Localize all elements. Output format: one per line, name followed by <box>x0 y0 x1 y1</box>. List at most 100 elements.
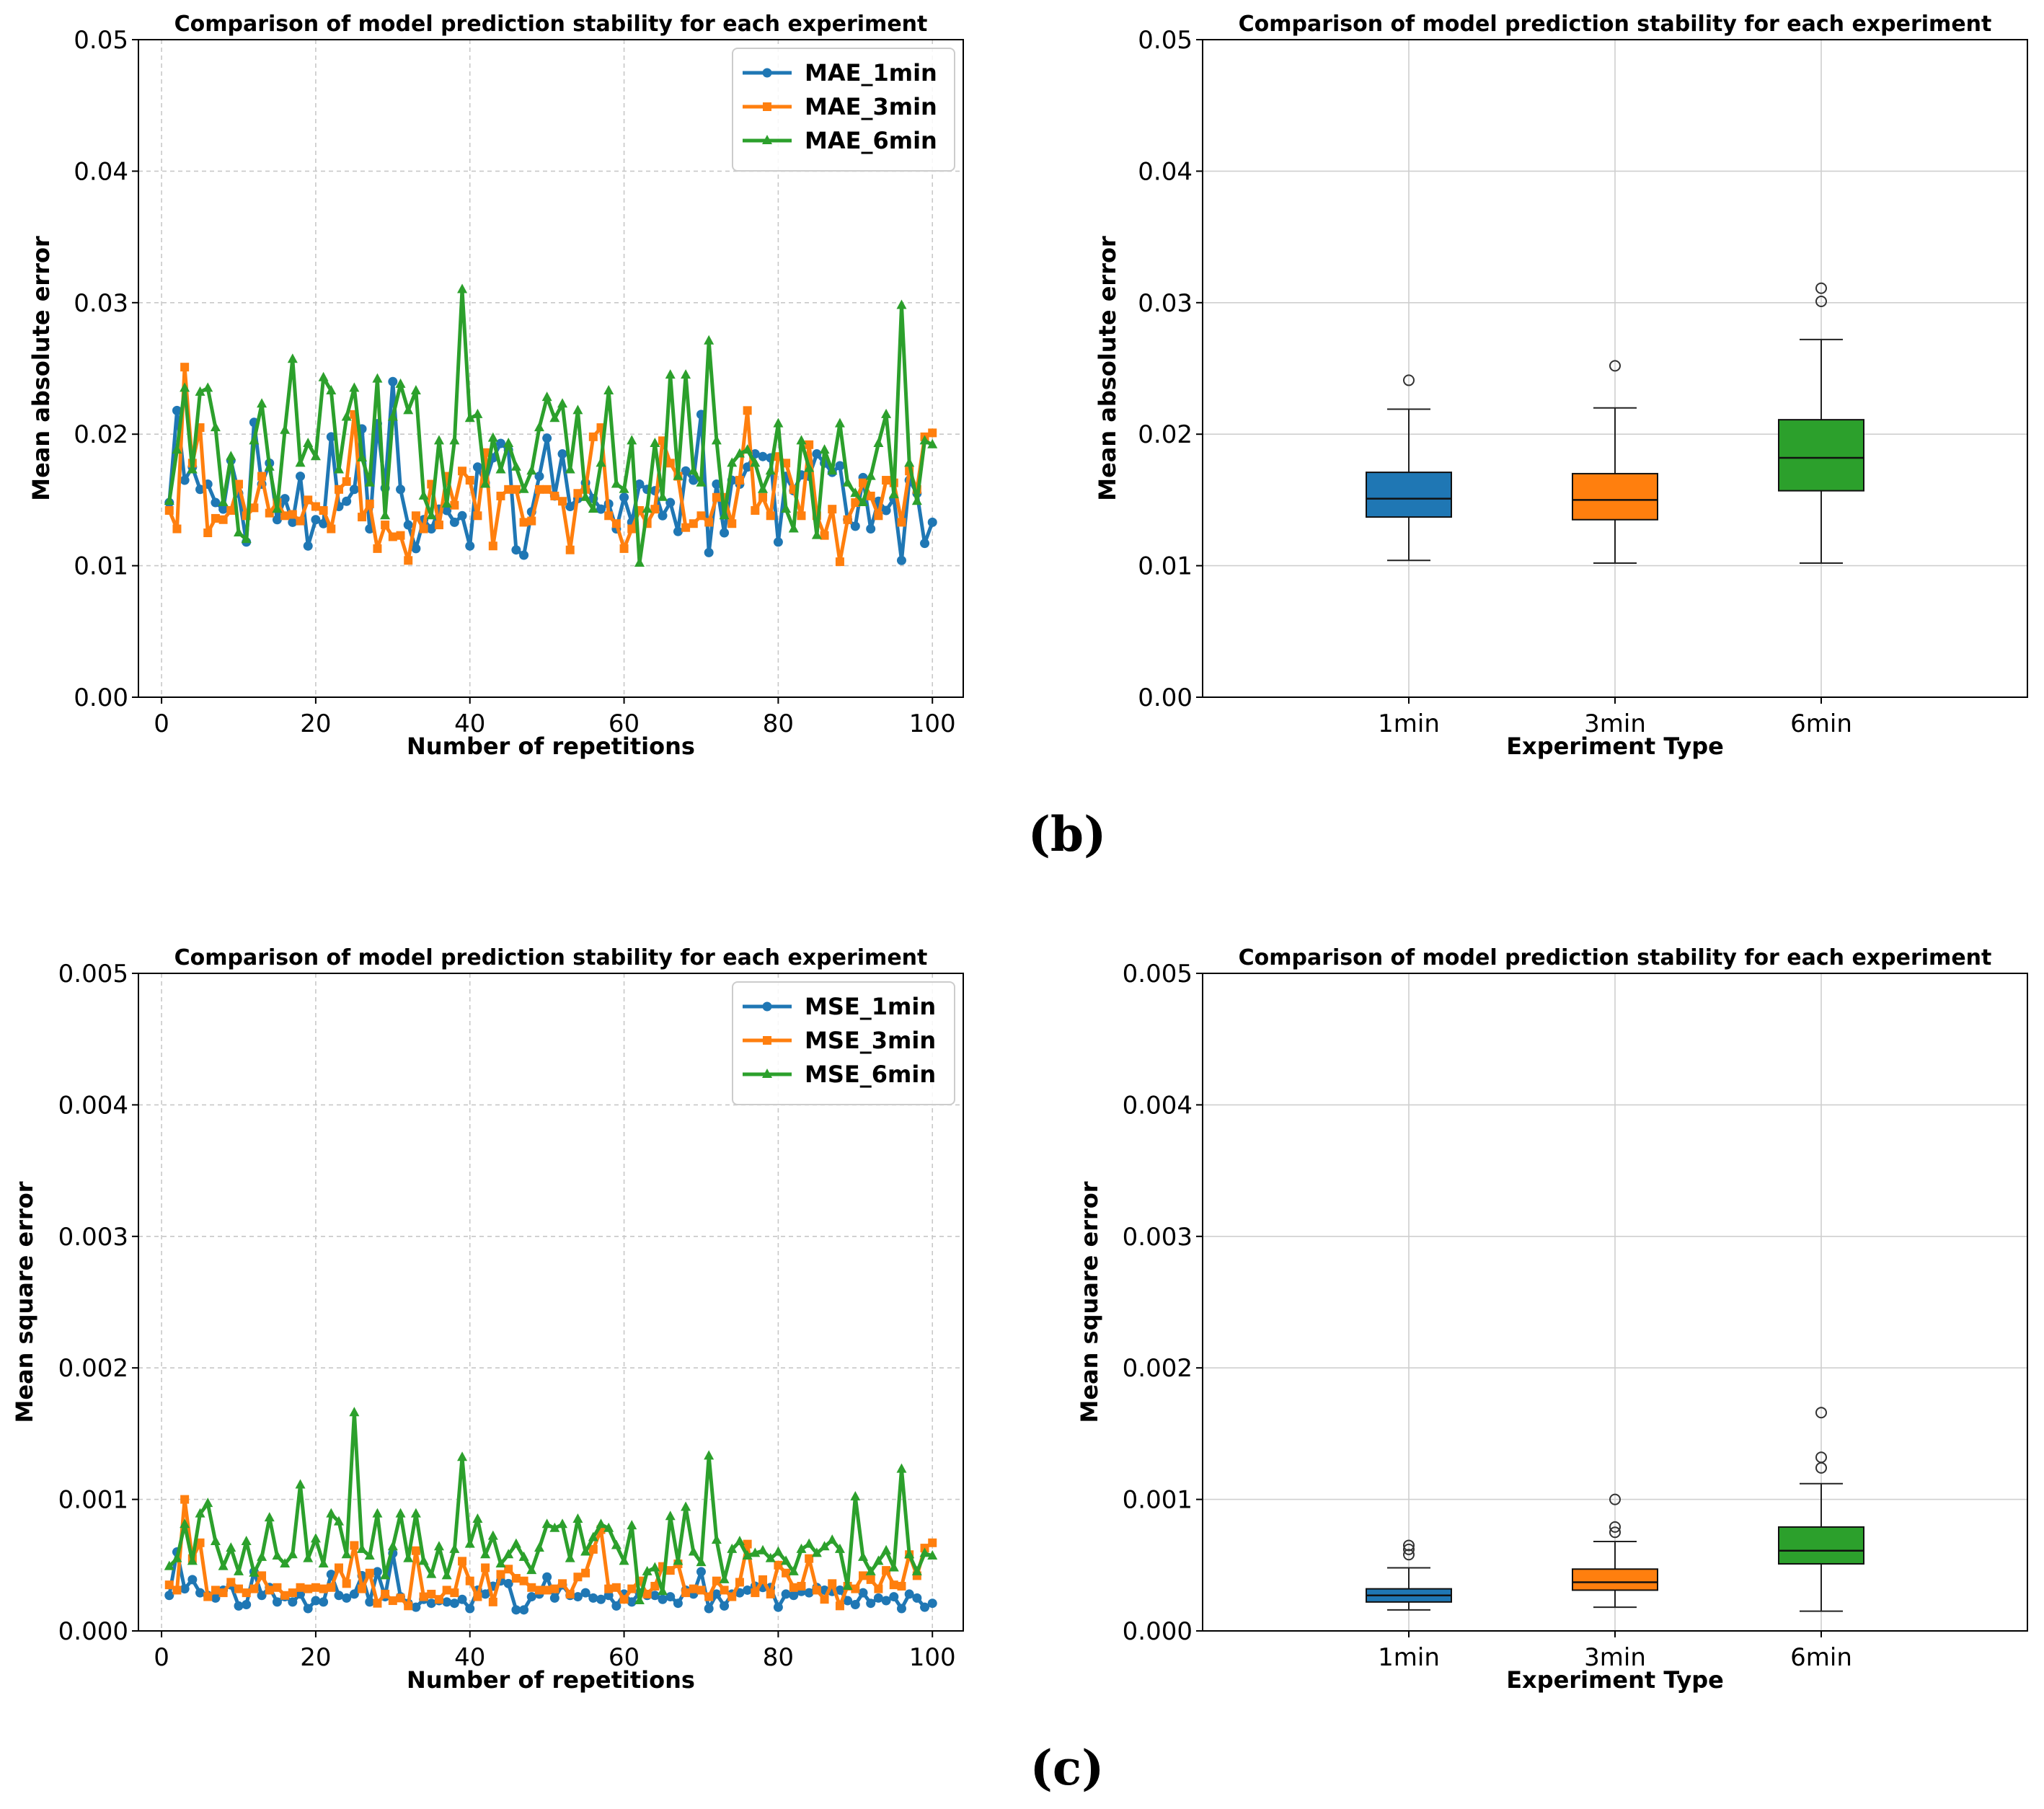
data-point <box>295 1479 306 1489</box>
data-point <box>712 479 722 490</box>
data-point <box>851 1584 860 1593</box>
data-point <box>504 485 513 494</box>
data-point <box>650 1562 660 1572</box>
data-point <box>773 537 783 547</box>
data-point <box>750 457 761 467</box>
data-point <box>410 1508 421 1518</box>
data-point <box>349 485 359 495</box>
x-tick-label: 100 <box>909 1643 956 1672</box>
data-point <box>303 541 313 551</box>
data-point <box>681 1588 691 1598</box>
data-point <box>326 1508 337 1518</box>
data-point <box>172 524 182 534</box>
data-point <box>518 483 529 493</box>
y-axis-label: Mean absolute error <box>1094 236 1121 501</box>
data-point <box>881 408 892 418</box>
data-point <box>758 1575 768 1584</box>
data-point <box>172 405 182 415</box>
data-point <box>712 1589 722 1599</box>
data-point <box>450 1588 459 1598</box>
y-tick-label: 0.004 <box>1123 1091 1193 1120</box>
data-point <box>180 363 190 372</box>
outlier-point <box>1815 1407 1827 1419</box>
outlier-point <box>1815 282 1827 294</box>
data-point <box>704 547 714 557</box>
data-point <box>388 376 398 386</box>
data-point <box>650 1581 660 1591</box>
data-point <box>318 1557 329 1567</box>
data-point <box>658 1585 668 1596</box>
data-point <box>257 1551 267 1561</box>
data-point <box>210 422 221 432</box>
data-point <box>874 511 883 521</box>
data-point <box>542 1585 552 1595</box>
data-point <box>380 1570 391 1580</box>
data-point <box>580 1588 590 1598</box>
x-tick-label: 20 <box>300 709 331 738</box>
data-point <box>349 382 360 392</box>
data-point <box>873 1555 884 1565</box>
data-point <box>866 491 875 500</box>
data-point <box>465 541 475 551</box>
series-mse-3min <box>164 1495 937 1611</box>
data-point <box>881 1544 892 1554</box>
data-point <box>249 503 259 513</box>
data-point <box>804 1588 814 1598</box>
x-tick-label: 80 <box>763 1643 794 1672</box>
axes-frame <box>138 39 964 698</box>
outlier-point <box>1815 1451 1827 1464</box>
data-point <box>226 505 236 515</box>
data-point <box>426 510 437 520</box>
data-point <box>781 1589 791 1599</box>
data-point <box>774 1560 783 1570</box>
data-point <box>341 411 352 421</box>
data-point <box>920 539 930 549</box>
data-point <box>426 1598 436 1609</box>
data-point <box>449 517 459 527</box>
data-point <box>442 1597 452 1607</box>
y-tick-label: 0.000 <box>1123 1617 1193 1646</box>
data-point <box>373 1598 382 1608</box>
data-point <box>311 502 320 511</box>
data-point <box>211 1593 221 1603</box>
data-point <box>743 406 752 415</box>
data-point <box>588 432 598 441</box>
data-point <box>419 524 428 534</box>
data-point <box>842 477 853 487</box>
data-point <box>704 1604 714 1614</box>
data-point <box>280 494 290 504</box>
data-point <box>634 1595 645 1605</box>
data-point <box>782 1568 791 1578</box>
data-point <box>734 448 745 458</box>
data-point <box>296 472 306 482</box>
data-point <box>180 1495 190 1504</box>
legend: MSE_1min MSE_3min MSE_6min <box>732 981 955 1105</box>
data-point <box>280 424 291 434</box>
data-point <box>873 437 884 447</box>
data-point <box>319 1597 329 1607</box>
data-point <box>919 435 930 445</box>
box-6min <box>1778 282 1864 564</box>
data-point <box>234 1601 244 1611</box>
data-point <box>689 519 698 528</box>
legend-label: MSE_6min <box>805 1061 936 1088</box>
outlier-point <box>1609 1493 1621 1505</box>
data-point <box>828 505 837 514</box>
data-point <box>611 478 621 488</box>
data-point <box>549 1593 559 1603</box>
data-point <box>565 545 575 554</box>
y-tick-label: 0.00 <box>74 684 128 712</box>
data-point <box>465 476 474 485</box>
data-point <box>249 1584 259 1593</box>
data-point <box>712 1576 721 1585</box>
data-point <box>218 504 229 514</box>
data-point <box>534 1585 544 1595</box>
y-axis-label: Mean square error <box>1076 1181 1103 1423</box>
data-point <box>226 1542 236 1552</box>
data-point <box>742 1550 753 1560</box>
data-point <box>427 1589 436 1598</box>
y-tick-label: 0.02 <box>1138 420 1193 449</box>
data-point <box>835 557 844 567</box>
data-point <box>242 1600 252 1610</box>
data-point <box>888 489 899 499</box>
